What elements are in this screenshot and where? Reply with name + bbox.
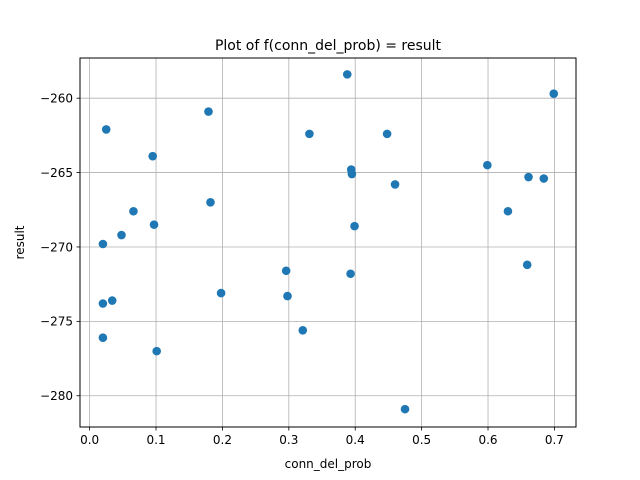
x-axis-label: conn_del_prob <box>285 457 372 471</box>
chart-title: Plot of f(conn_del_prob) = result <box>215 38 442 54</box>
scatter-point <box>149 220 159 229</box>
scatter-point <box>298 325 308 335</box>
y-axis-label: result <box>13 225 27 259</box>
scatter-point <box>549 89 559 99</box>
y-tick-label: −280 <box>40 389 73 403</box>
scatter-point <box>342 70 352 79</box>
grid-lines <box>80 58 576 427</box>
x-tick-label: 0.6 <box>478 433 497 447</box>
scatter-point <box>216 288 226 298</box>
scatter-point <box>390 180 400 189</box>
scatter-point <box>346 269 355 279</box>
y-tick-label: −265 <box>40 166 73 180</box>
y-tick-label: −275 <box>40 315 73 329</box>
scatter-point <box>98 299 108 308</box>
scatter-point <box>503 206 513 216</box>
scatter-point <box>283 291 292 301</box>
y-tick-label: −260 <box>40 91 73 105</box>
scatter-point <box>347 169 357 179</box>
scatter-point <box>117 230 126 240</box>
plot-frame <box>79 57 577 428</box>
scatter-point <box>152 346 161 356</box>
scatter-point <box>524 172 533 182</box>
scatter-point <box>98 239 108 249</box>
scatter-point <box>483 160 492 170</box>
scatter-point <box>305 129 314 139</box>
scatter-point <box>101 125 111 134</box>
x-tick-label: 0.7 <box>545 433 564 447</box>
scatter-point <box>148 151 158 161</box>
scatter-point <box>350 221 359 231</box>
x-tick-label: 0.3 <box>279 433 298 447</box>
scatter-point <box>281 266 291 276</box>
y-tick-label: −270 <box>40 240 73 254</box>
scatter-point <box>107 296 117 305</box>
scatter-point <box>382 129 392 139</box>
scatter-point <box>129 206 138 216</box>
axis-ticks: 0.0 0.1 0.2 0.3 0.4 0.5 0.6 0.7 −280 −275 −270 −265… <box>40 91 564 447</box>
x-tick-label: 0.5 <box>412 433 431 447</box>
x-tick-label: 0.0 <box>80 433 99 447</box>
scatter-point <box>204 107 213 116</box>
scatter-point <box>400 404 410 414</box>
scatter-point <box>522 260 532 270</box>
x-tick-label: 0.2 <box>213 433 232 447</box>
x-tick-label: 0.4 <box>346 433 365 447</box>
x-tick-label: 0.1 <box>146 433 165 447</box>
scatter-point <box>206 198 215 207</box>
scatter-point <box>539 174 549 183</box>
scatter-point <box>98 333 108 343</box>
data-points <box>98 70 559 414</box>
